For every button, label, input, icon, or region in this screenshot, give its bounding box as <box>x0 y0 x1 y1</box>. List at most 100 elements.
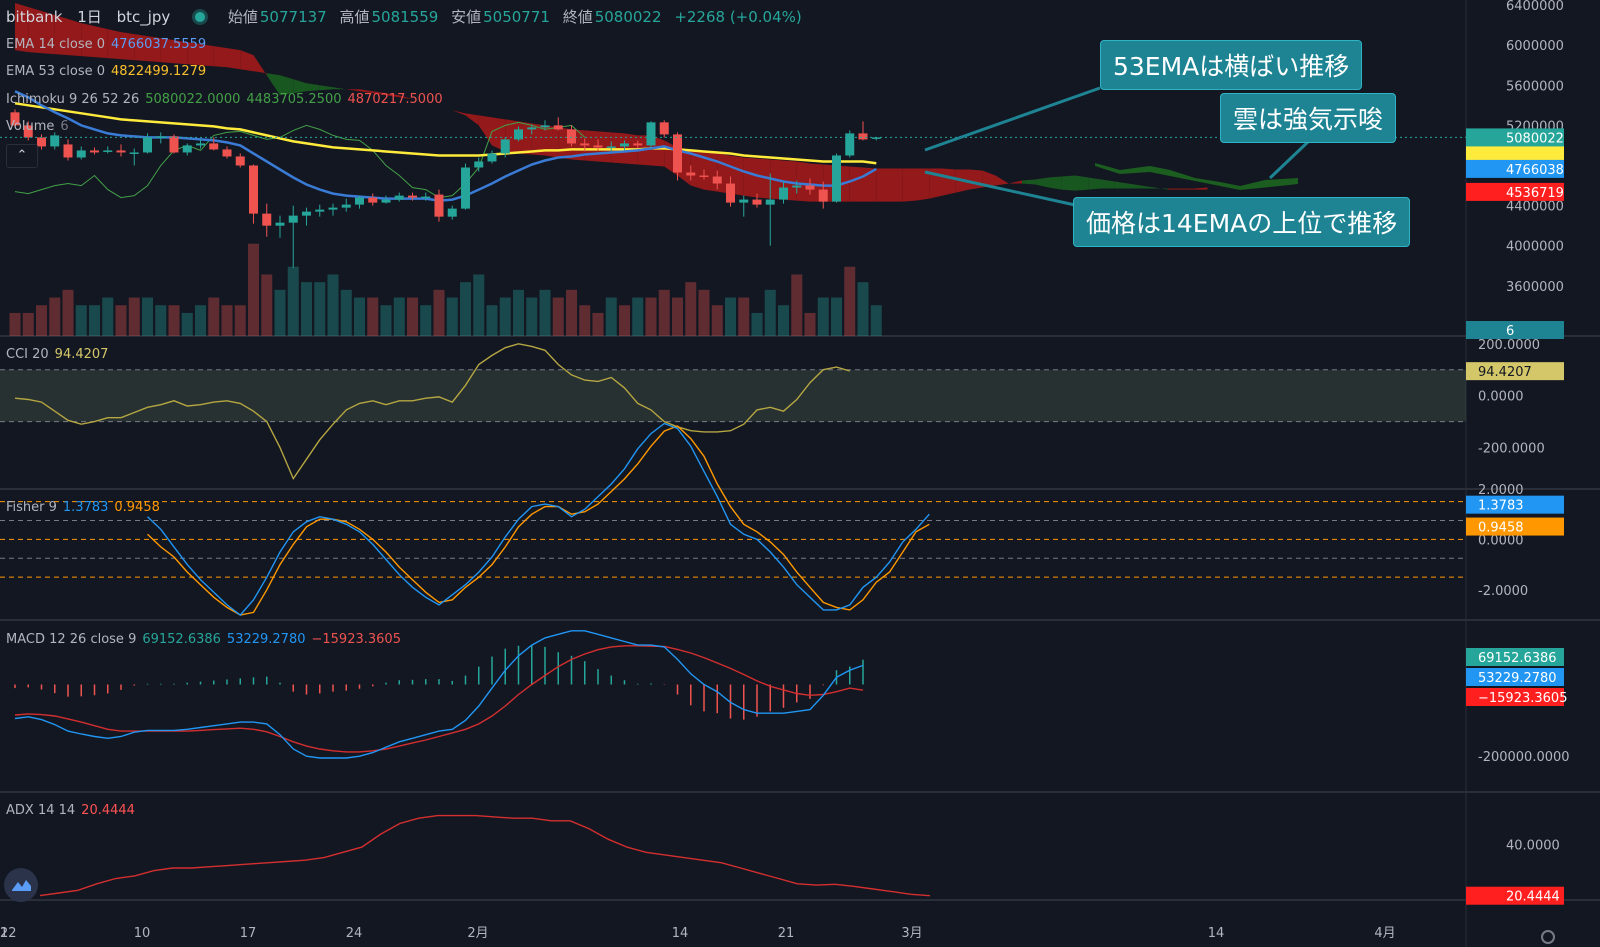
candle-body <box>673 134 682 173</box>
ichimoku-cloud-segment <box>982 170 996 188</box>
volume-bar <box>685 282 697 336</box>
volume-bar <box>327 274 339 336</box>
legend-adx-value: 20.4444 <box>81 803 135 818</box>
symbol-header: bitbank 1日 btc_jpy 始値 5077137 高値 5081559 安… <box>6 6 808 27</box>
candle-body <box>421 196 431 199</box>
candle-body <box>858 133 868 140</box>
fisher-line <box>147 422 930 616</box>
candle-body <box>328 207 338 210</box>
legend-ema14[interactable]: EMA 14 close 0 4766037.5559 <box>6 37 212 52</box>
candle-body <box>368 197 378 203</box>
legend-ema53[interactable]: EMA 53 close 0 4822499.1279 <box>6 64 212 79</box>
collapse-legend-button[interactable]: ⌃ <box>6 144 38 168</box>
ichimoku-cloud-bull <box>1095 163 1298 190</box>
legend-ichimoku[interactable]: Ichimoku 9 26 52 26 5080022.0000 4483705.2… <box>6 92 449 107</box>
ichimoku-cloud-segment <box>531 123 545 156</box>
ichimoku-cloud-segment <box>28 7 42 54</box>
legend-cci-label: CCI 20 <box>6 347 49 362</box>
volume-bar <box>738 297 750 336</box>
legend-ema53-value: 4822499.1279 <box>111 64 207 79</box>
ichimoku-cloud-segment <box>611 132 625 164</box>
volume-bar <box>102 297 114 336</box>
fisher-axis-badge-bg <box>1466 495 1564 514</box>
ichimoku-cloud-segment <box>757 158 771 199</box>
candle-body <box>606 146 616 148</box>
ichimoku-cloud-segment <box>54 15 68 56</box>
ichimoku-cloud-segment <box>200 44 214 67</box>
candle-body <box>355 197 364 205</box>
candle-body <box>699 175 709 178</box>
ichimoku-cloud-segment <box>174 40 188 65</box>
time-axis-tick: 14 <box>672 926 689 941</box>
high-label: 高値 <box>339 8 370 26</box>
ichimoku-cloud-segment <box>319 85 333 91</box>
volume-bar <box>354 297 365 336</box>
candle-body <box>63 144 73 158</box>
candle-body <box>593 145 603 148</box>
ichimoku-cloud-segment <box>743 157 757 198</box>
symbol-label[interactable]: btc_jpy <box>116 8 171 26</box>
candle-body <box>249 165 258 214</box>
candle-body <box>394 195 404 200</box>
volume-bar <box>221 305 233 336</box>
candle-body <box>37 137 46 147</box>
ichimoku-cloud-segment <box>796 161 810 202</box>
ichimoku-cloud-segment <box>386 93 400 98</box>
last-price-badge-bg <box>1466 128 1564 147</box>
macd-axis-tick: -200000.0000 <box>1478 750 1570 765</box>
candle-body <box>408 195 417 198</box>
ichimoku-cloud-segment <box>1141 185 1155 189</box>
candle-body <box>103 150 113 152</box>
volume-bar <box>446 297 458 336</box>
ichimoku-cloud-segment <box>240 50 254 72</box>
legend-cci[interactable]: CCI 20 94.4207 <box>6 347 114 362</box>
legend-macd-v2: 53229.2780 <box>226 632 306 647</box>
volume-bar <box>89 305 100 336</box>
volume-bar <box>168 305 180 336</box>
ichimoku-cloud-segment <box>478 115 492 146</box>
tradingview-logo-button[interactable] <box>4 868 38 902</box>
legend-ema14-value: 4766037.5559 <box>111 37 207 52</box>
volume-bar <box>420 305 432 336</box>
ichimoku-cloud-segment <box>465 113 479 126</box>
candle-body <box>726 183 735 203</box>
volume-bar <box>619 305 630 336</box>
volume-bar <box>261 274 273 336</box>
volume-bar <box>566 289 577 336</box>
legend-adx[interactable]: ADX 14 14 20.4444 <box>6 803 141 818</box>
candle-body <box>779 187 788 200</box>
high-value: 5081559 <box>371 8 439 26</box>
volume-bar <box>804 312 816 336</box>
candle-body <box>288 215 298 223</box>
ichimoku-cloud-segment <box>452 110 466 116</box>
legend-fisher[interactable]: Fisher 9 1.3783 0.9458 <box>6 500 166 515</box>
ichimoku-cloud-segment <box>359 89 373 94</box>
price-axis-tick: 3600000 <box>1506 280 1564 295</box>
legend-volume[interactable]: Volume 6 <box>6 119 75 134</box>
candle-body <box>633 143 643 146</box>
callout-cloud: 雲は強気示唆 <box>1220 93 1397 143</box>
candle-body <box>739 199 749 203</box>
ichimoku-cloud-segment <box>372 91 386 96</box>
time-axis-tick: 4月 <box>1374 926 1395 941</box>
candle-body <box>196 143 205 146</box>
interval-label[interactable]: 1日 <box>77 8 102 26</box>
legend-macd[interactable]: MACD 12 26 close 9 69152.6386 53229.2780 −1… <box>6 632 407 647</box>
adx-axis-badge: 20.4444 <box>1506 890 1560 905</box>
candle-body <box>686 172 696 176</box>
candle-body <box>341 204 351 208</box>
candle-body <box>845 133 855 156</box>
ichimoku-cloud-segment <box>916 168 930 201</box>
cci-axis-badge-bg <box>1466 362 1564 381</box>
candle-body <box>235 156 245 166</box>
candle-body <box>500 139 510 154</box>
candle-body <box>832 155 841 202</box>
ichimoku-cloud-segment <box>306 83 320 92</box>
legend-macd-label: MACD 12 26 close 9 <box>6 632 137 647</box>
ichimoku-cloud-segment <box>995 175 1009 186</box>
volume-bar <box>725 297 736 336</box>
exchange-label[interactable]: bitbank <box>6 8 63 26</box>
volume-axis-badge: 6 <box>1506 324 1514 339</box>
macd-badge-bg <box>1466 648 1564 666</box>
volume-bar <box>844 266 856 336</box>
